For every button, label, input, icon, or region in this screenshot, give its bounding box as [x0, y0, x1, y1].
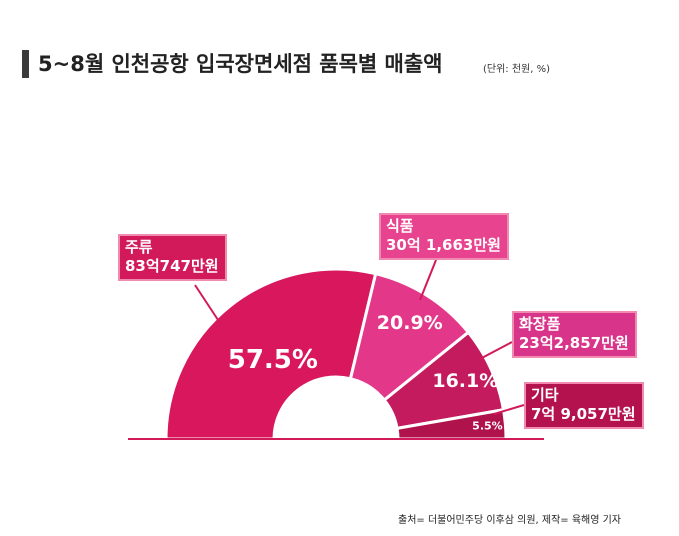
callout-food: 식품 30억 1,663만원	[379, 213, 509, 260]
leader-line-food	[419, 259, 437, 301]
slice-label-cosmetics: 16.1%	[432, 370, 498, 392]
leader-line-cosmetics	[477, 341, 513, 361]
callout-cosmetics-name: 화장품	[519, 315, 561, 333]
callout-food-amount: 30억 1,663만원	[386, 236, 501, 254]
source-credit: 출처= 더불어민주당 이후삼 의원, 제작= 육해영 기자	[398, 515, 622, 526]
slice-liquor	[164, 267, 378, 441]
chart-title: 5~8월 인천공항 입국장면세점 품목별 매출액	[38, 52, 443, 76]
callout-liquor-amount: 83억747만원	[125, 257, 219, 275]
slice-label-other: 5.5%	[472, 420, 503, 433]
callout-liquor: 주류 83억747만원	[118, 234, 227, 281]
callout-cosmetics: 화장품 23억2,857만원	[512, 311, 637, 358]
callout-liquor-name: 주류	[125, 238, 153, 256]
slice-label-liquor: 57.5%	[228, 345, 318, 375]
callout-food-name: 식품	[386, 217, 414, 235]
callout-other-amount: 7억 9,057만원	[531, 405, 636, 423]
slice-label-food: 20.9%	[377, 312, 443, 334]
callout-other: 기타 7억 9,057만원	[524, 382, 644, 429]
chart-unit: (단위: 천원, %)	[483, 64, 551, 75]
callout-other-name: 기타	[531, 386, 559, 404]
title-accent-bar	[22, 50, 29, 78]
callout-cosmetics-amount: 23억2,857만원	[519, 334, 629, 352]
leader-line-liquor	[194, 284, 223, 327]
leader-line-other	[493, 404, 525, 415]
